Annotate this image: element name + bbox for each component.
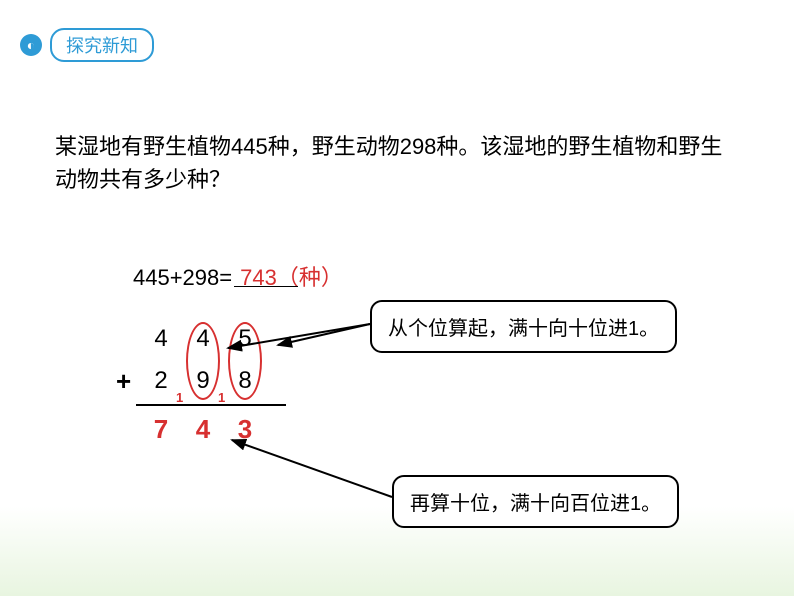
- callout-tens-step: 再算十位，满十向百位进1。: [392, 475, 679, 528]
- callout-ones-step: 从个位算起，满十向十位进1。: [370, 300, 677, 353]
- header-icon: ◐: [20, 34, 42, 56]
- digit-top-ones: 5: [224, 325, 266, 353]
- arrow-line-to-ones: [278, 324, 370, 345]
- digit-sum-tens: 4: [182, 414, 224, 445]
- sum-row: 7 4 3: [140, 408, 266, 450]
- header-icon-glyph: ◐: [27, 37, 35, 53]
- addend-top-row: 4 4 5: [140, 318, 266, 360]
- digit-sum-ones: 3: [224, 414, 266, 445]
- digit-top-hundreds: 4: [140, 325, 182, 353]
- vertical-addition: 4 4 5 + 2 9 8 7 4 3 1 1: [140, 318, 266, 444]
- problem-statement: 某湿地有野生植物445种，野生动物298种。该湿地的野生植物和野生动物共有多少种…: [55, 130, 729, 196]
- equation-underline: [234, 286, 298, 287]
- equation-lhs: 445+298=: [133, 265, 232, 290]
- digit-top-tens: 4: [182, 325, 224, 353]
- carry-ones: 1: [218, 390, 225, 405]
- plus-sign: +: [116, 366, 131, 397]
- equation: 445+298=743（种）: [133, 260, 343, 292]
- carry-tens: 1: [176, 390, 183, 405]
- digit-sum-hundreds: 7: [140, 414, 182, 445]
- section-header: ◐ 探究新知: [20, 28, 154, 62]
- digit-bottom-ones: 8: [224, 367, 266, 395]
- header-badge: 探究新知: [50, 28, 154, 62]
- addition-line: [136, 404, 286, 406]
- addend-bottom-row: + 2 9 8: [140, 360, 266, 402]
